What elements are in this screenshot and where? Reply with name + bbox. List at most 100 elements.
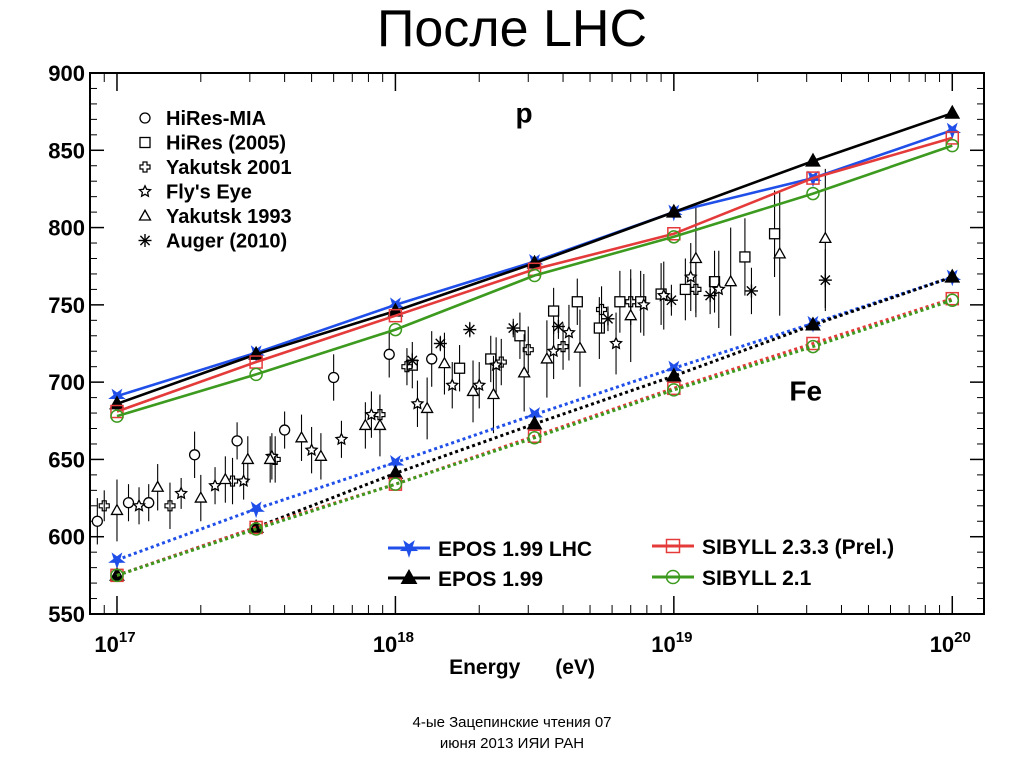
data-point-ray [508,322,519,334]
model-point [247,501,265,519]
data-series-yakutsk-1993 [110,168,832,542]
legend-model-label: SIBYLL 2.1 [702,567,812,590]
data-point [472,377,487,392]
data-point-shape [625,296,637,308]
legend-marker [138,208,152,221]
y-tick-label: 600 [48,525,85,550]
data-point [557,340,569,353]
legend-model-label: EPOS 1.99 LHC [438,538,592,561]
data-point [231,435,243,447]
data-point [334,432,349,446]
legend-marker [138,234,152,247]
data-point [151,480,165,492]
data-point [724,274,738,287]
data-point-shape [98,500,110,512]
x-tick-label: 1020 [930,629,971,657]
plot-frame [89,72,985,615]
data-point-ray [705,290,716,301]
data-point [263,452,277,465]
data-point [294,430,309,443]
data-point [241,452,255,465]
data-point [218,472,232,485]
model-point [249,367,263,382]
legend-label: Auger (2010) [166,231,287,253]
data-point-ray [602,313,614,324]
footer-line-2: июня 2013 ИЯИ РАН [439,735,585,752]
data-point [609,336,623,350]
model-point [110,404,124,419]
data-point [614,296,626,308]
legend-swatch-marker [665,569,681,585]
data-point [739,251,751,263]
data-point-ray [407,355,418,366]
data-point [164,500,176,512]
data-point [466,384,480,397]
model-point [388,308,403,323]
model-point [108,552,126,570]
data-series-hires-mia [91,331,438,545]
model-point [527,431,542,445]
slide-title: После LHC [376,0,648,58]
x-axis-label: Energy (eV) [449,656,595,679]
model-point [944,268,961,283]
model-point [665,367,682,382]
model-point [806,339,820,354]
data-point [679,283,692,296]
data-point [514,330,526,342]
model-point [110,568,124,583]
data-point-shape [522,344,534,356]
data-point [327,371,340,384]
data-point [744,284,758,298]
model-point [110,409,124,423]
model-point [527,268,542,283]
data-point [208,478,222,492]
model-point [667,230,681,244]
data-point [98,500,110,512]
data-point [593,322,605,334]
data-point [110,503,124,516]
model-point [945,131,960,145]
data-point [194,490,208,503]
model-point [806,186,820,201]
model-point [525,407,544,424]
y-tick-label: 750 [48,293,85,318]
annotation-p: p [516,97,533,128]
model-line-sibyll-2-1-proton [116,144,953,418]
data-point [174,486,189,500]
data-point [540,351,554,364]
data-point [571,296,583,308]
data-point-ray [820,275,831,286]
annotation-fe: Fe [789,376,822,407]
data-point-shape [401,361,413,373]
legend-label: Yakutsk 2001 [166,157,292,179]
footer-line-1: 4-ые Зацепинские чтения 07 [412,714,612,731]
legend-marker [139,161,151,173]
data-point [818,231,832,244]
data-point-shape [374,409,386,421]
model-line-sibyll-2-3-3-prel-iron [116,297,953,577]
data-point [547,305,560,317]
legend-swatch-marker [400,568,418,584]
model-point [806,171,820,185]
data-series-auger-2010- [405,249,832,369]
x-tick-label: 1019 [651,629,692,657]
data-point-shape [557,340,569,353]
data-point [664,293,678,307]
data-point-ray [464,324,475,335]
slide-footer: 4-ые Зацепинские чтения 07 июня 2013 ИЯИ… [362,712,662,754]
data-point [410,396,425,410]
data-point [358,418,372,431]
data-point [373,418,387,431]
data-point-shape [595,303,608,316]
data-point [656,288,671,302]
model-point [526,415,543,430]
legend-marker-ray [139,235,151,246]
data-point [314,449,328,461]
data-point [683,269,698,283]
data-point [401,361,413,373]
legend-marker [139,136,151,149]
data-point [143,497,155,509]
model-point [667,383,681,397]
legend-marker [139,112,151,124]
data-point [506,321,520,335]
